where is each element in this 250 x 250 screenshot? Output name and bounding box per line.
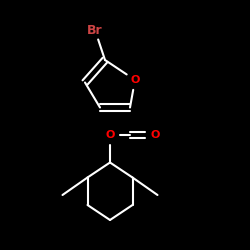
Text: O: O	[105, 130, 115, 140]
Text: O: O	[130, 75, 140, 85]
Text: O: O	[150, 130, 160, 140]
Text: Br: Br	[87, 24, 103, 36]
